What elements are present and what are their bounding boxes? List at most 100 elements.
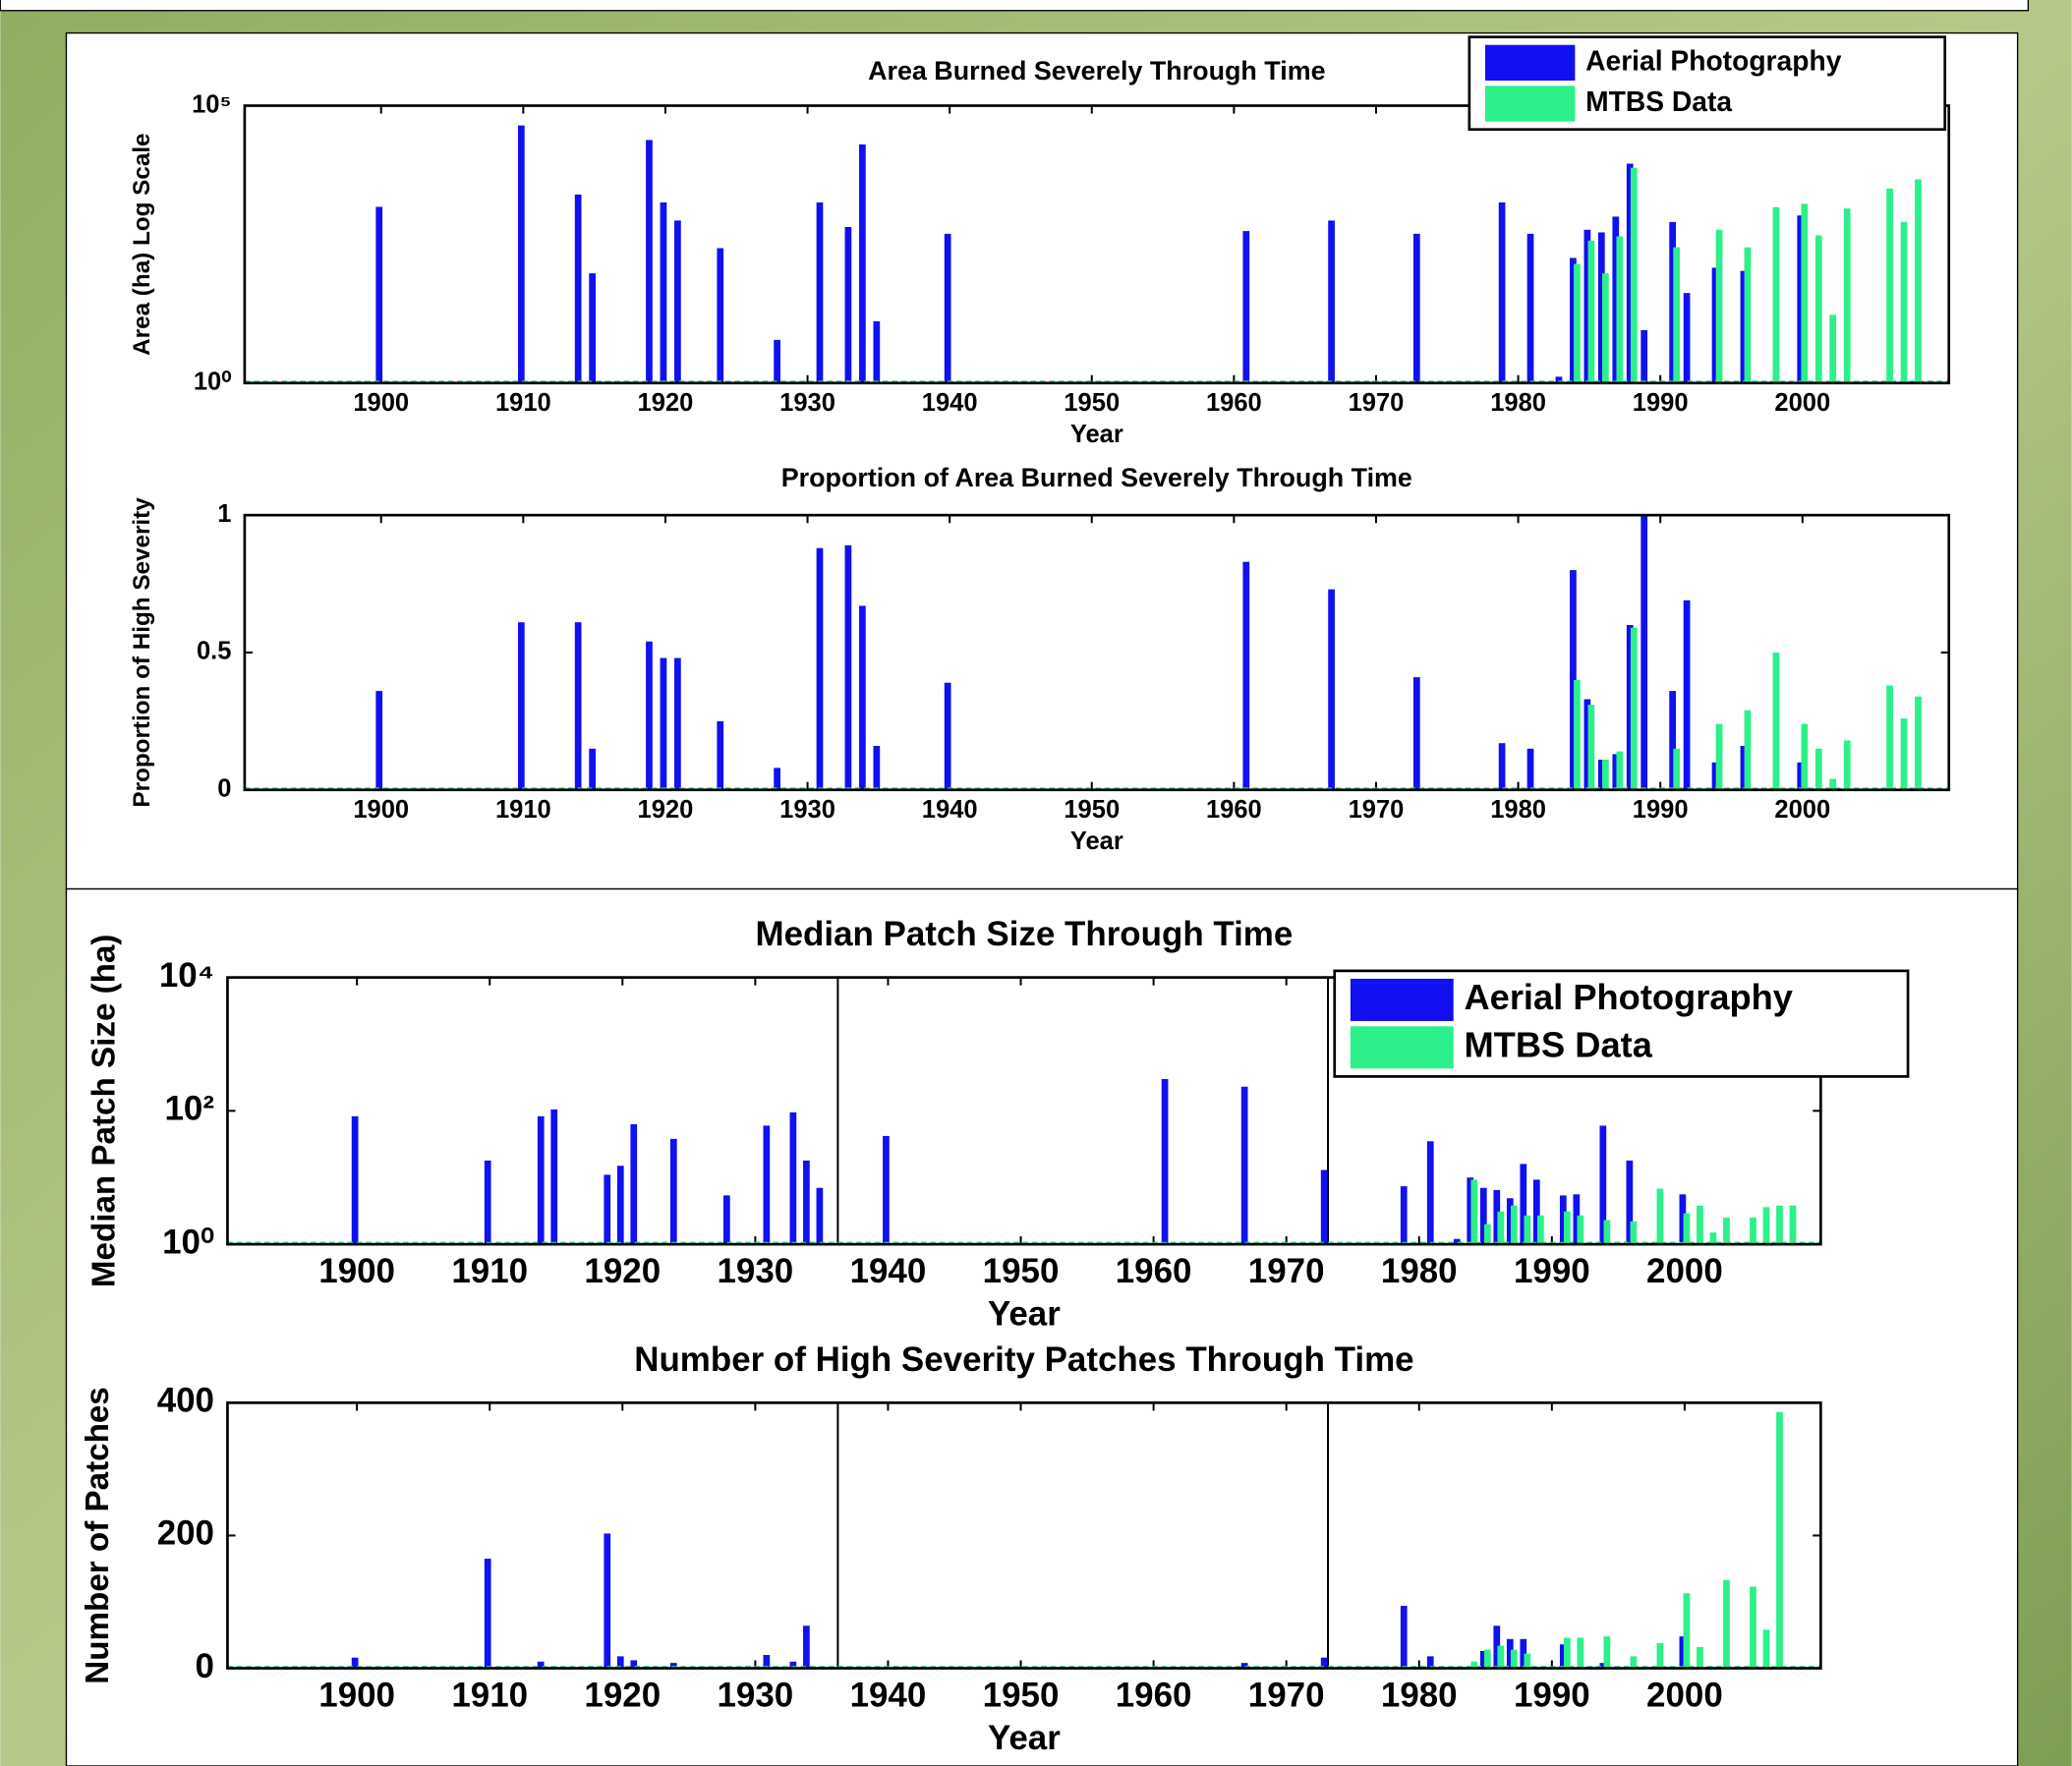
x-tick-label: 1940	[850, 1252, 927, 1290]
bar	[660, 657, 667, 790]
x-tick-label: 1980	[1381, 1676, 1458, 1714]
y-tick-label: 0.5	[197, 638, 231, 665]
bar	[674, 657, 681, 790]
panel-top	[65, 31, 2019, 890]
x-tick-label: 1910	[495, 389, 551, 417]
x-tick-label: 1930	[718, 1252, 794, 1290]
bar	[1886, 685, 1893, 790]
bar	[1426, 1656, 1434, 1669]
bar	[717, 248, 724, 383]
bar	[1559, 1644, 1567, 1669]
bar	[660, 202, 667, 383]
x-tick-label: 1990	[1633, 389, 1689, 417]
bar	[1723, 1218, 1730, 1245]
bar	[873, 746, 881, 790]
x-tick-label: 1960	[1116, 1252, 1192, 1290]
bar	[1524, 1653, 1531, 1669]
bar	[816, 202, 824, 383]
bar	[646, 140, 653, 383]
y-tick-label: 10⁰	[194, 369, 232, 396]
bar	[873, 320, 881, 383]
x-tick-label: 1940	[922, 796, 978, 824]
bar	[1656, 1188, 1664, 1245]
bar	[1886, 188, 1893, 383]
bar	[1506, 1638, 1514, 1669]
legend-swatch	[1350, 978, 1454, 1021]
bar	[816, 1187, 824, 1245]
bar	[1506, 1198, 1514, 1245]
y-tick-label: 400	[157, 1382, 214, 1420]
bar	[1161, 1078, 1169, 1245]
y-tick-label: 0	[196, 1647, 214, 1685]
x-tick-label: 1910	[451, 1252, 528, 1290]
bar	[1498, 202, 1506, 383]
x-tick-label: 1900	[318, 1676, 395, 1714]
bar	[1587, 240, 1595, 383]
x-axis-label: Year	[1070, 421, 1123, 448]
x-tick-label: 1930	[718, 1676, 794, 1714]
plot-frame	[243, 513, 1951, 792]
x-tick-label: 1960	[1116, 1676, 1192, 1714]
x-tick-label: 1980	[1490, 389, 1546, 417]
bar	[1750, 1218, 1756, 1245]
x-tick-label: 1990	[1633, 796, 1689, 824]
x-tick-label: 1980	[1490, 796, 1546, 824]
bar	[1574, 679, 1581, 790]
plot-frame	[243, 104, 1951, 385]
bar	[674, 220, 681, 383]
bar	[630, 1660, 638, 1669]
bar	[1493, 1625, 1501, 1669]
bar	[1240, 1663, 1248, 1669]
x-axis-label: Year	[988, 1719, 1061, 1757]
y-axis-label: Area (ha) Log Scale	[129, 133, 155, 355]
y-axis-label: Median Patch Size (ha)	[86, 935, 123, 1288]
bar	[1559, 1195, 1567, 1245]
chart-title: Proportion of Area Burned Severely Throu…	[781, 463, 1412, 492]
bar	[1453, 1238, 1461, 1245]
legend-label: MTBS Data	[1464, 1024, 1652, 1064]
x-tick-label: 1940	[850, 1676, 927, 1714]
bar	[1470, 1661, 1478, 1669]
bar	[1915, 696, 1922, 790]
bar	[1630, 1656, 1638, 1669]
bar	[517, 622, 525, 790]
bar	[646, 641, 653, 790]
y-tick-label: 10⁰	[162, 1223, 214, 1261]
bar	[1467, 1177, 1474, 1245]
bar	[883, 1135, 890, 1245]
bar	[537, 1661, 545, 1669]
bar	[589, 273, 596, 383]
y-tick-label: 10⁵	[192, 90, 231, 118]
bar	[1603, 1220, 1611, 1245]
bar	[763, 1125, 771, 1245]
bar	[1630, 167, 1638, 383]
bar	[669, 1138, 677, 1245]
y-axis-label: Proportion of High Severity	[129, 497, 155, 808]
bar	[1616, 236, 1624, 383]
bar	[351, 1115, 359, 1245]
bar	[1612, 754, 1620, 790]
bar	[1328, 220, 1335, 383]
bar	[1843, 740, 1851, 790]
legend-label: MTBS Data	[1585, 85, 1732, 117]
bar	[1320, 1169, 1328, 1245]
bar	[944, 682, 951, 790]
bar	[1762, 1629, 1770, 1669]
bar	[1612, 216, 1620, 383]
x-tick-label: 1920	[638, 389, 694, 417]
bar	[1669, 691, 1676, 790]
bar	[1801, 203, 1809, 383]
bar	[1479, 1187, 1487, 1245]
x-tick-label: 1920	[584, 1252, 661, 1290]
x-tick-label: 1970	[1349, 389, 1405, 417]
chart-title: Number of High Severity Patches Through …	[634, 1340, 1413, 1379]
bar	[1772, 652, 1780, 790]
bar	[1900, 221, 1908, 383]
bar	[944, 233, 951, 383]
x-tick-label: 1900	[353, 796, 409, 824]
bar	[1426, 1141, 1434, 1245]
x-tick-label: 1960	[1206, 389, 1262, 417]
bar	[1829, 314, 1837, 383]
bar	[1697, 1205, 1703, 1245]
bar	[1412, 233, 1420, 383]
